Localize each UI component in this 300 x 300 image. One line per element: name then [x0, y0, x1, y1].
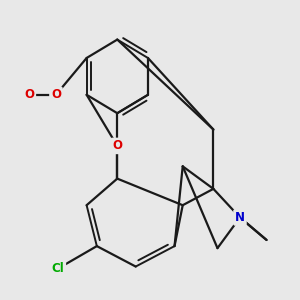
Text: N: N [235, 211, 245, 224]
Text: O: O [112, 140, 122, 152]
Text: Cl: Cl [52, 262, 64, 275]
Text: O: O [51, 88, 61, 101]
Text: O: O [24, 88, 34, 101]
